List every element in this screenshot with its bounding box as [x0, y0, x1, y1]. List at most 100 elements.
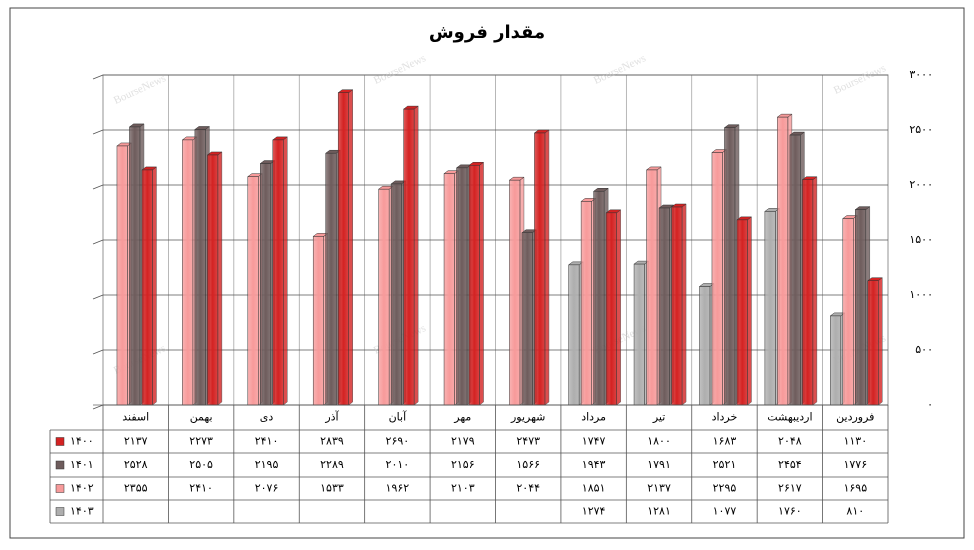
table-value: ۲۴۱۰	[189, 482, 213, 495]
bar	[509, 179, 521, 406]
table-value: ۲۶۹۰	[386, 435, 410, 448]
grid-depth	[92, 404, 104, 410]
bar	[711, 152, 723, 406]
table-value: ۱۶۹۵	[843, 482, 867, 495]
bar-side	[348, 89, 353, 406]
table-value: ۲۴۱۰	[255, 435, 279, 448]
table-value: ۱۷۷۶	[843, 458, 867, 471]
bar-side	[812, 176, 818, 406]
table-value: ۲۰۱۰	[386, 458, 410, 471]
table-value: ۱۹۴۳	[582, 458, 606, 471]
x-tick-label: مرداد	[581, 411, 606, 424]
bar	[580, 201, 592, 406]
bar	[867, 280, 879, 406]
table-value: ۲۲۷۳	[189, 435, 213, 448]
bar-side	[217, 151, 223, 406]
bar	[534, 132, 546, 406]
table-value: ۲۳۵۵	[124, 482, 148, 495]
bar	[207, 154, 219, 406]
bar	[194, 129, 206, 406]
table-value: ۱۷۴۷	[582, 435, 606, 448]
bar	[456, 167, 468, 406]
table-value: ۲۴۷۳	[516, 435, 540, 448]
bar	[699, 286, 711, 406]
bar	[789, 134, 801, 406]
y-tick-label: ۳۰۰۰	[909, 68, 933, 81]
grid-depth	[92, 74, 104, 80]
bar	[521, 232, 533, 406]
table-value: ۲۲۹۵	[713, 482, 737, 495]
bar	[671, 206, 683, 406]
grid-depth	[92, 294, 104, 300]
bar	[646, 169, 658, 406]
bar	[830, 315, 842, 406]
x-tick-label: مهر	[453, 411, 471, 424]
bar	[247, 176, 259, 406]
table-value: ۲۴۵۴	[778, 458, 802, 471]
table-value: ۲۸۳۹	[320, 435, 344, 448]
bar	[764, 211, 776, 406]
table-value: ۱۶۸۳	[713, 435, 737, 448]
bar	[802, 179, 814, 406]
table-value: ۱۷۹۱	[647, 458, 671, 471]
bar	[842, 218, 854, 406]
bar-side	[479, 161, 484, 406]
bar-side	[283, 136, 288, 406]
bar	[403, 108, 415, 406]
table-value: ۱۵۶۶	[516, 458, 540, 471]
x-tick-label: بهمن	[190, 411, 213, 424]
x-tick-label: آذر	[324, 410, 339, 424]
legend-label: ۱۴۰۱	[70, 458, 94, 471]
table-value: ۱۲۸۱	[647, 505, 671, 518]
y-tick-label: ۱۵۰۰	[909, 233, 933, 246]
bar	[378, 188, 390, 406]
grid-depth	[92, 184, 104, 190]
table-value: ۲۱۵۶	[451, 458, 475, 471]
table-value: ۲۶۱۷	[778, 482, 802, 495]
table-value: ۲۵۲۸	[124, 458, 148, 471]
bar	[129, 126, 141, 406]
x-tick-label: آبان	[389, 410, 407, 424]
bar	[116, 145, 128, 406]
y-tick-label: ۲۰۰۰	[909, 178, 933, 191]
table-value: ۲۰۴۴	[516, 482, 540, 495]
bar	[443, 173, 455, 406]
bar	[568, 264, 580, 406]
bar	[325, 152, 337, 406]
grid-depth	[92, 349, 104, 355]
bar	[724, 127, 736, 406]
y-tick-label: ۱۰۰۰	[909, 288, 933, 301]
bar-side	[681, 203, 687, 406]
x-tick-label: شهریور	[510, 411, 545, 424]
bar	[312, 236, 324, 406]
bar-side	[413, 105, 419, 406]
bar	[390, 183, 402, 406]
bar-side	[544, 129, 550, 406]
table-value: ۱۵۳۳	[320, 482, 344, 495]
grid-depth	[92, 239, 104, 245]
bar	[260, 163, 272, 406]
bar	[337, 92, 349, 406]
table-value: ۱۰۷۷	[713, 505, 737, 518]
bar-side	[878, 277, 883, 406]
legend-label: ۱۴۰۳	[70, 505, 94, 518]
legend-swatch	[55, 460, 65, 470]
x-tick-label: دی	[260, 411, 274, 424]
table-value: ۲۰۴۸	[778, 435, 802, 448]
table-value: ۲۱۹۵	[255, 458, 279, 471]
grid-depth	[92, 129, 104, 135]
bar	[658, 207, 670, 406]
table-value: ۲۱۳۷	[124, 435, 148, 448]
bar	[272, 139, 284, 406]
table-value: ۲۱۷۹	[451, 435, 475, 448]
bar	[182, 139, 194, 406]
table-value: ۱۱۳۰	[843, 435, 867, 448]
bar-side	[747, 216, 752, 406]
table-value: ۱۹۶۲	[386, 482, 410, 495]
table-value: ۲۵۲۱	[713, 458, 737, 471]
bar-side	[616, 209, 621, 406]
table-value: ۲۱۰۳	[451, 482, 475, 495]
legend-label: ۱۴۰۲	[70, 482, 94, 495]
legend-swatch	[55, 507, 65, 516]
